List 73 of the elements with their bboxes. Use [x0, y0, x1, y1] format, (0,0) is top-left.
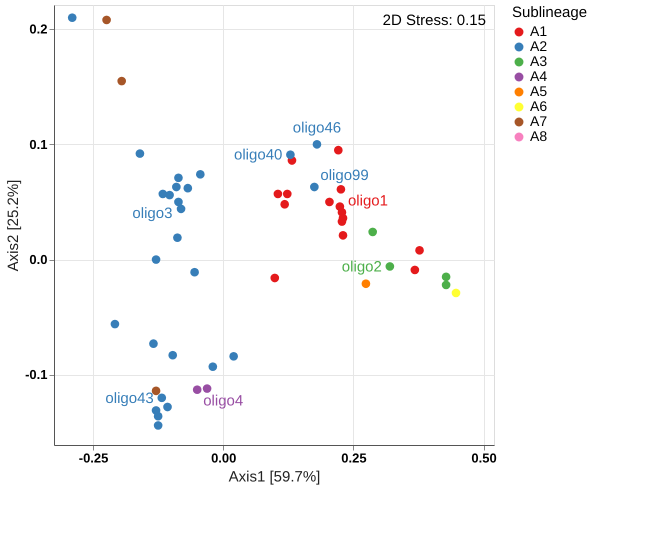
point — [183, 184, 192, 192]
point — [415, 246, 424, 255]
legend-label: A3 — [530, 53, 548, 69]
legend-title: Sublineage — [512, 4, 588, 21]
point — [338, 231, 348, 240]
point — [368, 228, 378, 236]
legend-label: A7 — [530, 113, 548, 129]
point — [386, 262, 394, 271]
y-tick-label: 0.2 — [29, 22, 48, 37]
legend-label: A8 — [530, 128, 548, 144]
point — [165, 190, 174, 200]
annotation: oligo4 — [203, 392, 244, 410]
point — [174, 173, 183, 182]
point — [442, 280, 450, 290]
legend-label: A5 — [530, 83, 548, 99]
y-axis-title: Axis2 [25.2%] — [5, 180, 22, 272]
x-axis-title: Axis1 [59.7%] — [228, 468, 320, 486]
point — [102, 16, 111, 24]
annotation: oligo3 — [132, 204, 172, 222]
point — [154, 412, 162, 421]
annotation: oligo43 — [105, 390, 154, 407]
point — [310, 182, 319, 192]
annotation: oligo40 — [234, 146, 282, 164]
point — [270, 274, 280, 282]
point — [117, 76, 126, 86]
point — [208, 362, 218, 371]
point — [202, 384, 212, 393]
point — [152, 386, 160, 396]
x-tick-label: 0.25 — [341, 450, 367, 466]
annotation: oligo99 — [320, 166, 369, 184]
annotation: oligo1 — [348, 192, 388, 210]
point — [68, 13, 77, 22]
legend-label: A4 — [530, 68, 548, 84]
y-tick-label: -0.1 — [25, 367, 48, 382]
point — [196, 170, 205, 179]
point — [192, 385, 202, 394]
point — [163, 402, 172, 412]
point — [410, 266, 420, 274]
point — [168, 350, 178, 360]
point — [282, 190, 292, 198]
point — [176, 204, 186, 214]
annotation: 2D Stress: 0.15 — [382, 12, 486, 29]
point — [334, 146, 343, 154]
y-tick-label: 0.1 — [29, 136, 48, 152]
annotation: oligo46 — [292, 119, 342, 136]
legend-label: A1 — [530, 23, 548, 39]
point — [149, 339, 158, 348]
point — [325, 198, 334, 206]
y-tick-label: 0.0 — [29, 252, 48, 268]
annotation: oligo2 — [342, 258, 382, 276]
point — [154, 421, 162, 430]
point — [280, 200, 290, 209]
point — [442, 272, 450, 282]
x-tick-label: 0.50 — [471, 450, 497, 466]
point — [362, 279, 370, 288]
point — [157, 393, 166, 402]
point — [173, 233, 182, 242]
point — [172, 182, 181, 192]
x-tick-label: 0.00 — [211, 450, 236, 466]
legend-label: A6 — [530, 98, 548, 114]
point — [190, 268, 199, 277]
point — [174, 198, 183, 206]
legend-label: A2 — [530, 38, 548, 54]
point — [229, 352, 238, 361]
point — [152, 255, 160, 264]
point — [336, 184, 346, 194]
point — [452, 288, 460, 298]
point — [110, 320, 120, 328]
point — [312, 140, 322, 149]
x-tick-label: -0.25 — [78, 450, 108, 466]
point — [286, 150, 295, 160]
point — [274, 190, 282, 198]
point — [136, 149, 144, 158]
